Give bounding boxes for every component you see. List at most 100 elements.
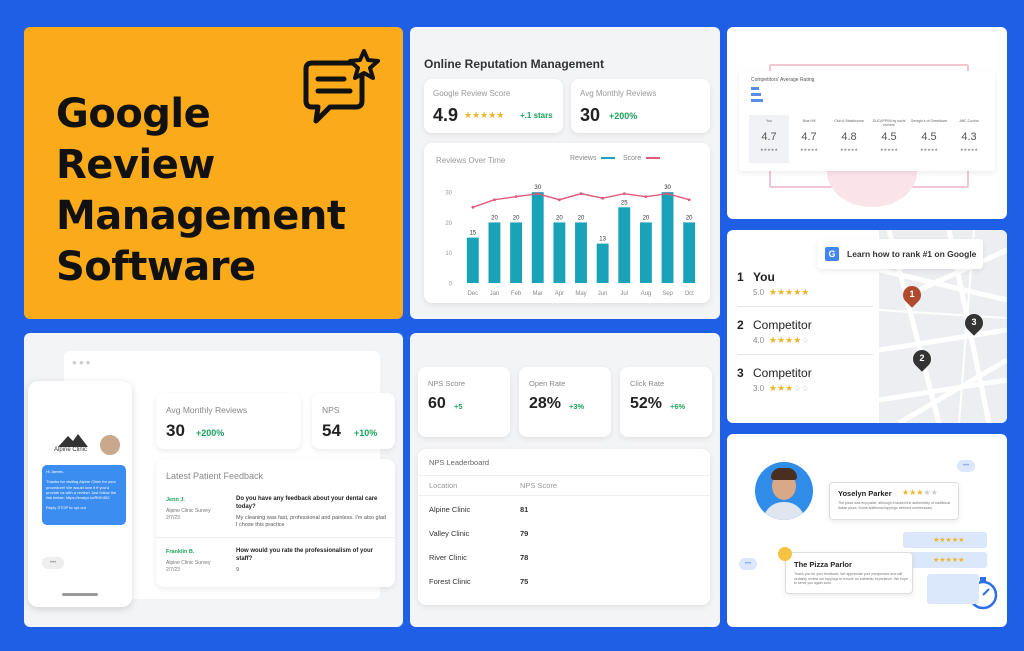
score-point xyxy=(622,192,626,196)
pizza-review-panel: ••• Yoselyn Parker ★★★★★ The pizza was e… xyxy=(727,434,1007,627)
score-point xyxy=(579,192,583,196)
review-stars: ★★★★★ xyxy=(902,488,938,497)
reply-box-back: ★★★★★ xyxy=(903,532,987,548)
legend-score: Score xyxy=(623,155,661,162)
bar xyxy=(618,207,631,283)
rank-name: Competitor xyxy=(753,366,812,380)
stars-filled: ★★★★★ xyxy=(769,287,810,297)
divider xyxy=(418,495,710,496)
map-pin-label: 1 xyxy=(909,289,915,299)
nps-delta: +10% xyxy=(354,428,378,438)
bar-data-label: 20 xyxy=(643,215,650,221)
feedback-date: 2/7/23 xyxy=(166,515,180,521)
rank-stars: ★★★★☆ xyxy=(769,335,809,346)
nps-stat-value: 52% xyxy=(630,395,663,412)
hero-title-line: Software xyxy=(56,244,256,290)
avg-monthly-card: Avg Monthly Reviews 30 +200% xyxy=(571,79,710,133)
leaderboard-location: Forest Clinic xyxy=(429,577,471,586)
stars-empty: ☆ xyxy=(801,335,810,345)
competitors-title: Competitors' Average Rating xyxy=(751,77,815,83)
feedback-survey: Alpine Clinic Survey xyxy=(166,508,211,514)
bar-data-label: 30 xyxy=(534,185,541,191)
nps-stat-label: NPS Score xyxy=(428,379,466,388)
typing-bubble-2: ••• xyxy=(739,558,757,570)
window-dots: ●●● xyxy=(72,358,93,367)
bar xyxy=(553,222,566,283)
divider xyxy=(156,537,395,538)
typing-indicator: ••• xyxy=(42,557,64,569)
legend-reviews: Reviews xyxy=(570,155,616,162)
reviews-chart-card: Reviews Over Time Reviews Score 0 10 20 30 1… xyxy=(424,143,710,303)
legend-score-swatch xyxy=(646,157,661,160)
avg-monthly-delta-2: +200% xyxy=(196,428,225,438)
nps-stat-value: 28% xyxy=(529,395,562,412)
google-score-label: Google Review Score xyxy=(433,89,511,98)
nps-panel: NPS Score 60 +5 Open Rate 28% +3% Click Rate 52… xyxy=(410,333,720,627)
you-highlight xyxy=(749,115,789,163)
avatar xyxy=(98,433,122,457)
legend-dot xyxy=(751,99,763,102)
score-point xyxy=(471,205,475,209)
stars-empty: ☆☆ xyxy=(793,383,810,393)
bar xyxy=(531,192,544,283)
feedback-name: Franklin B. xyxy=(166,549,195,555)
nps-stat-label: Open Rate xyxy=(529,379,566,388)
x-tick-label: Jul xyxy=(620,291,628,297)
nps-value: 54 xyxy=(322,421,341,440)
google-score-stars: ★★★★★ xyxy=(464,110,505,120)
phone-mockup: Alpine Clinic Hi James, Thanks for visit… xyxy=(28,381,132,607)
feedback-question: Do you have any feedback about your dent… xyxy=(236,496,378,510)
competitor-rating: 4.8 xyxy=(841,131,857,143)
bar xyxy=(661,192,674,283)
learn-rank-banner[interactable]: G Learn how to rank #1 on Google xyxy=(817,239,983,269)
x-tick-label: Jan xyxy=(490,291,500,297)
stars-filled: ★★★★ xyxy=(769,335,802,345)
rank-stars: ★★★★★ xyxy=(769,287,809,298)
feedback-date: 2/7/23 xyxy=(166,567,180,573)
bar xyxy=(466,237,479,283)
bar-data-label: 30 xyxy=(664,185,671,191)
x-tick-label: Sep xyxy=(662,291,673,297)
review-text: The pizza was enjoyable, although it lac… xyxy=(838,501,951,510)
hero-title-line: Review xyxy=(56,142,215,188)
bar-data-label: 20 xyxy=(556,215,563,221)
bar-data-label: 15 xyxy=(469,231,476,237)
x-tick-label: Apr xyxy=(555,291,564,297)
nps-stat-delta: +5 xyxy=(454,402,463,411)
hero-panel: Google Review Management Software xyxy=(24,27,403,319)
competitor-stars: ★★★★★ xyxy=(840,147,858,152)
avg-monthly-label: Avg Monthly Reviews xyxy=(580,89,657,98)
score-point xyxy=(493,198,496,202)
nps-stat-card: Open Rate 28% +3% xyxy=(519,367,611,437)
avg-monthly-value: 30 xyxy=(580,105,601,125)
competitor-rating: 4.7 xyxy=(801,131,817,143)
leaderboard-location: River Clinic xyxy=(429,553,467,562)
nps-label: NPS xyxy=(322,405,340,415)
monitor-icon xyxy=(927,574,979,604)
rank-score: 5.0 xyxy=(753,288,765,297)
competitor-stars: ★★★★★ xyxy=(800,147,818,152)
map-pin-label: 2 xyxy=(919,353,925,363)
competitor-stars: ★★★★★ xyxy=(960,147,978,152)
reputation-panel: Online Reputation Management Google Revi… xyxy=(410,27,720,319)
rank-number: 1 xyxy=(737,270,744,284)
feedback-answer: My cleaning was fast, professional and p… xyxy=(236,515,386,528)
reply-text: Thank you for your feedback. We apprecia… xyxy=(794,572,908,585)
reply-stars: ★★★★★ xyxy=(933,537,965,544)
avatar-shirt xyxy=(763,502,805,520)
rank-number: 3 xyxy=(737,366,744,380)
learn-rank-label: Learn how to rank #1 on Google xyxy=(847,249,977,259)
chart-title: Reviews Over Time xyxy=(436,156,506,165)
pizza-icon xyxy=(778,547,792,561)
bar-data-label: 20 xyxy=(513,215,520,221)
x-tick-label: Jun xyxy=(598,291,608,297)
nps-stat-delta: +6% xyxy=(670,402,686,411)
google-icon: G xyxy=(825,247,839,261)
score-point xyxy=(536,192,540,196)
bar xyxy=(596,243,609,283)
score-point xyxy=(666,192,669,196)
hero-title-line: Google xyxy=(56,91,211,137)
x-tick-label: Feb xyxy=(511,291,522,297)
rank-name: You xyxy=(753,270,775,284)
google-score-delta: +.1 stars xyxy=(520,111,553,120)
